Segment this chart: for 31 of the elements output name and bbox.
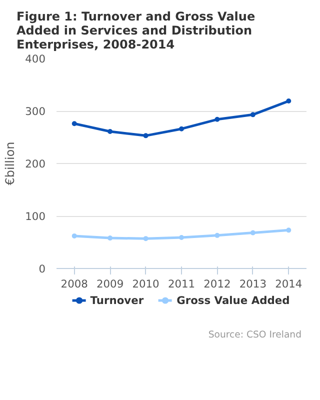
point — [108, 236, 113, 241]
x-tick-label: 2014 — [275, 278, 302, 290]
x-tick-label: 2008 — [60, 278, 88, 290]
x-tick-label: 2010 — [132, 278, 160, 290]
point — [72, 233, 77, 238]
point — [250, 230, 256, 236]
point — [214, 116, 220, 122]
point — [179, 235, 184, 240]
point — [286, 228, 292, 233]
y-tick-label: 100 — [25, 210, 46, 223]
point — [143, 133, 148, 138]
point — [250, 112, 256, 118]
x-tick-label: 2009 — [96, 278, 124, 290]
point — [143, 236, 148, 242]
y-tick-label: 300 — [25, 105, 46, 118]
y-tick-label: 200 — [25, 158, 46, 170]
y-tick-label: 0 — [38, 262, 46, 276]
x-tick-label: 2012 — [204, 278, 231, 290]
legend-label: Gross Value Added — [176, 294, 290, 306]
legend-label: Turnover — [90, 294, 144, 306]
source-note: Source: CSO Ireland — [208, 330, 302, 340]
point — [179, 126, 184, 132]
chart-title: Figure 1: Turnover and Gross Value Added in Services and Distribution Enterprises, 2008-2014 — [16, 10, 256, 52]
point — [214, 232, 220, 238]
y-axis-title: €billion — [3, 142, 18, 186]
point — [72, 121, 77, 126]
x-tick-label: 2013 — [239, 278, 266, 290]
point — [286, 98, 292, 104]
y-tick-label: 400 — [25, 52, 46, 66]
point — [108, 128, 113, 134]
x-tick-label: 2011 — [168, 278, 196, 290]
